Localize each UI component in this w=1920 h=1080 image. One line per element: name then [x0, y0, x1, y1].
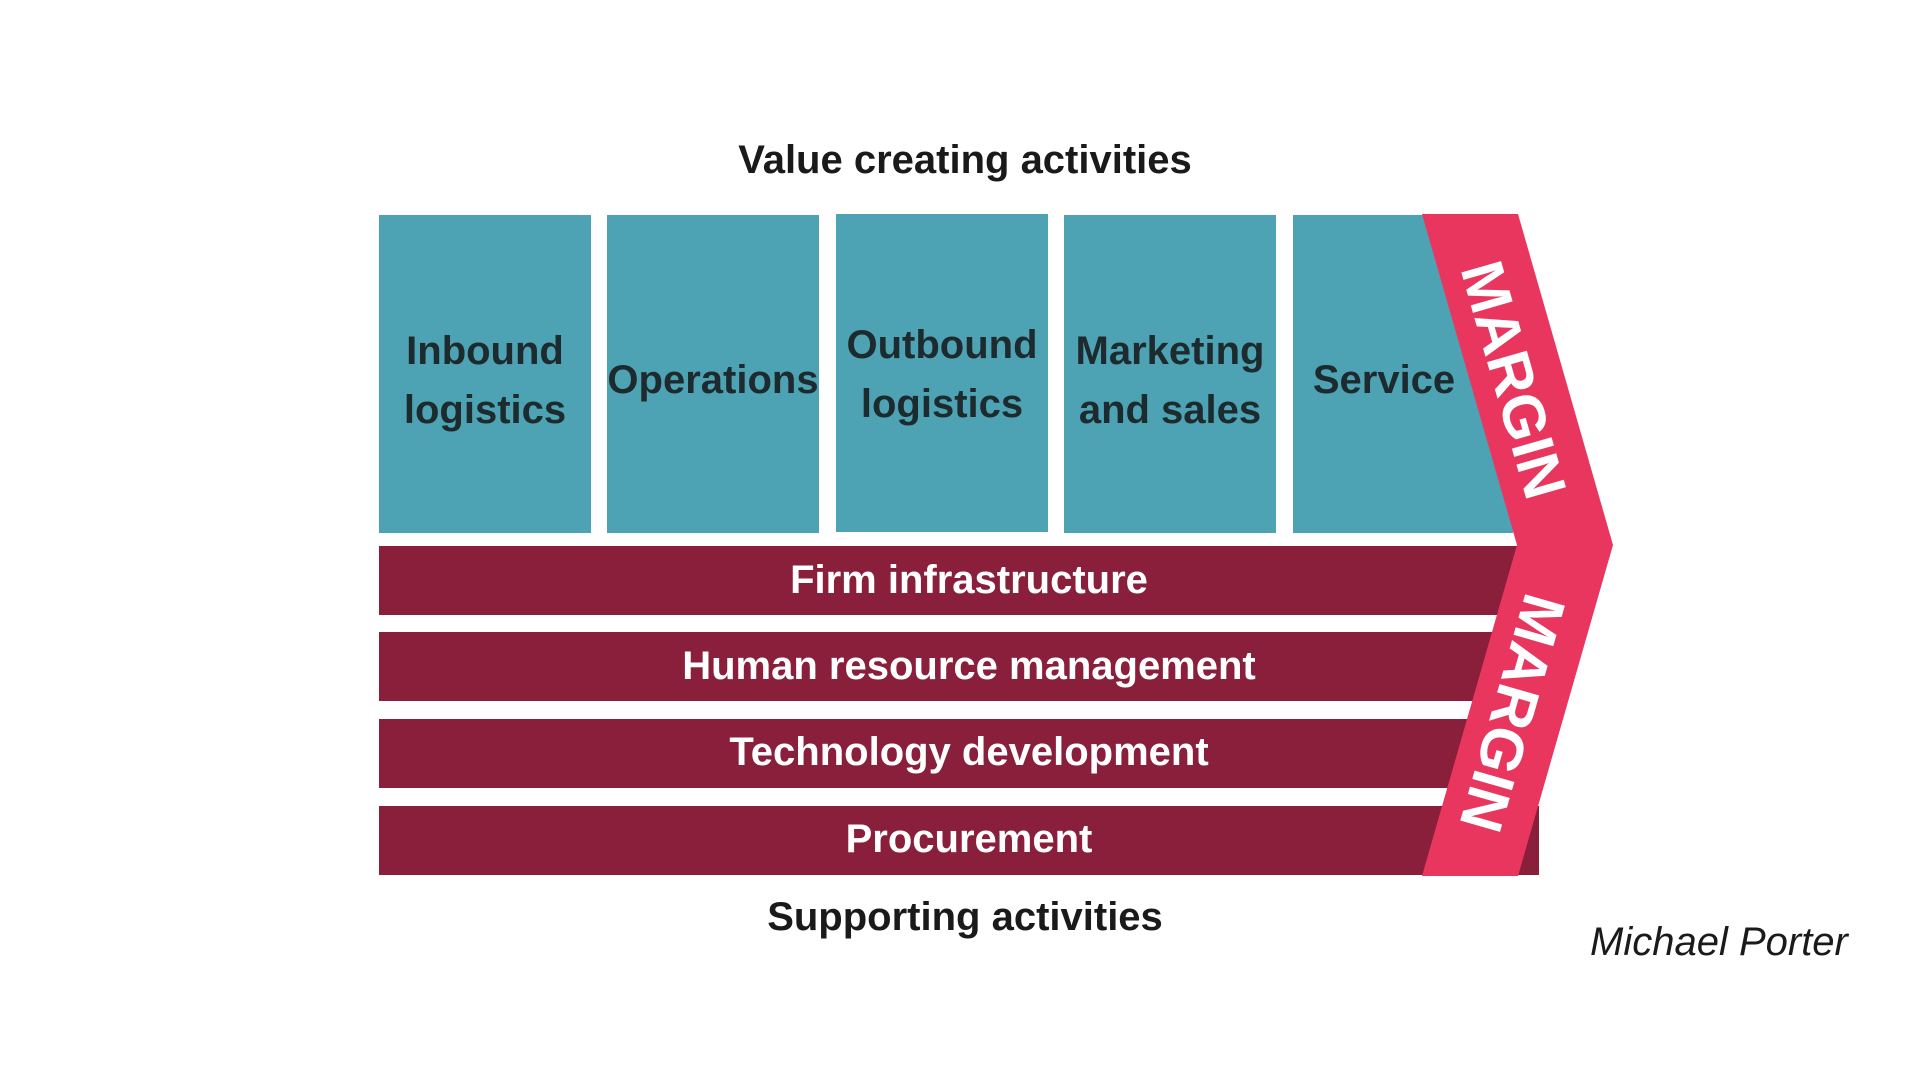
activity-label-line1: Outbound	[846, 323, 1037, 367]
support-activity-technology-development: Technology development	[379, 719, 1539, 788]
support-bar	[379, 546, 1539, 615]
support-activity-human-resource-management: Human resource management	[379, 632, 1539, 701]
activity-box	[1064, 215, 1276, 533]
support-activity-procurement: Procurement	[379, 806, 1539, 875]
primary-activity-operations: Operations	[607, 215, 819, 533]
support-activity-firm-infrastructure: Firm infrastructure	[379, 546, 1539, 615]
support-label: Firm infrastructure	[790, 558, 1148, 602]
activity-label-line1: Marketing	[1076, 329, 1265, 373]
margin-band-upper	[1422, 214, 1613, 545]
support-activities: Firm infrastructure Human resource manag…	[379, 546, 1539, 875]
primary-activities: Inbound logistics Operations Outbound lo…	[379, 214, 1513, 533]
activity-label-line1: Service	[1313, 358, 1455, 402]
margin-band-lower	[1422, 545, 1613, 876]
activity-label-line2: logistics	[404, 388, 566, 432]
support-label: Procurement	[846, 817, 1093, 861]
activity-label-line1: Operations	[607, 358, 818, 402]
activity-box	[607, 215, 819, 533]
primary-activities-heading: Value creating activities	[738, 138, 1192, 182]
primary-activity-outbound-logistics: Outbound logistics	[836, 214, 1048, 532]
supporting-activities-heading: Supporting activities	[767, 895, 1163, 939]
activity-label-line2: logistics	[861, 382, 1023, 426]
support-label: Human resource management	[682, 644, 1256, 688]
activity-label-line1: Inbound	[406, 329, 564, 373]
attribution: Michael Porter	[1590, 920, 1848, 964]
support-bar	[379, 632, 1539, 701]
primary-activity-inbound-logistics: Inbound logistics	[379, 215, 591, 533]
margin-arrow: MARGIN MARGIN	[1422, 214, 1613, 876]
support-bar	[379, 719, 1539, 788]
support-label: Technology development	[729, 730, 1208, 774]
activity-label-line2: and sales	[1079, 388, 1261, 432]
primary-activity-marketing-and-sales: Marketing and sales	[1064, 215, 1276, 533]
activity-box	[379, 215, 591, 533]
support-bar	[379, 806, 1539, 875]
activity-box	[836, 214, 1048, 532]
